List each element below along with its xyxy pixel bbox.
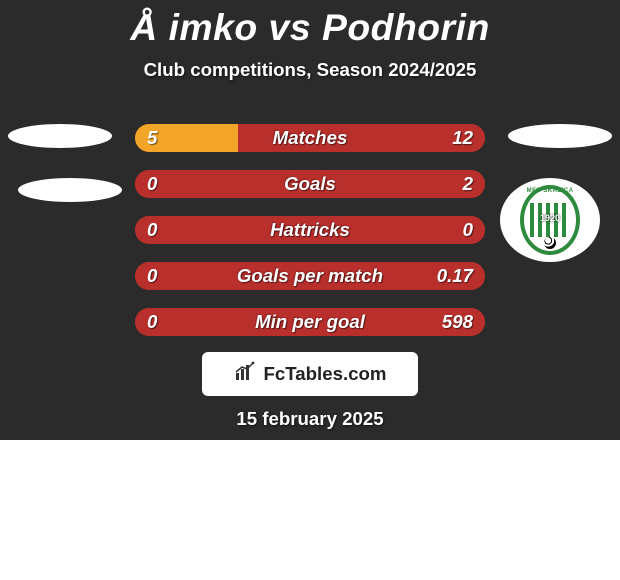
- comparison-card: Å imko vs Podhorin Club competitions, Se…: [0, 0, 620, 440]
- branding-badge[interactable]: FcTables.com: [202, 352, 418, 396]
- page-title: Å imko vs Podhorin: [0, 0, 620, 49]
- player-left-avatar-placeholder-2: [18, 178, 122, 202]
- bar-right-fill: [135, 216, 485, 244]
- comparison-row: 02Goals: [135, 170, 485, 198]
- subtitle: Club competitions, Season 2024/2025: [0, 59, 620, 81]
- comparison-row: 0598Min per goal: [135, 308, 485, 336]
- player-right-avatar-placeholder: [508, 124, 612, 148]
- bar-right-fill: [135, 262, 485, 290]
- chart-icon: [233, 360, 257, 389]
- crest-ball-icon: [544, 237, 556, 249]
- bar-right-fill: [135, 170, 485, 198]
- player-left-avatar-placeholder-1: [8, 124, 112, 148]
- crest-ring-text: MFK SKALICA: [520, 188, 580, 194]
- comparison-row: 00Hattricks: [135, 216, 485, 244]
- bar-left-fill: [135, 124, 238, 152]
- comparison-row: 512Matches: [135, 124, 485, 152]
- footer-date: 15 february 2025: [0, 408, 620, 430]
- branding-text: FcTables.com: [263, 363, 386, 385]
- crest-year: 1920: [520, 213, 580, 223]
- bar-right-fill: [135, 308, 485, 336]
- comparison-bars: 512Matches 02Goals 00Hattricks 00.17Goals p…: [135, 124, 485, 354]
- comparison-row: 00.17Goals per match: [135, 262, 485, 290]
- player-right-club-badge: MFK SKALICA 1920: [500, 178, 600, 262]
- club-crest: MFK SKALICA 1920: [520, 185, 580, 255]
- bar-right-fill: [238, 124, 485, 152]
